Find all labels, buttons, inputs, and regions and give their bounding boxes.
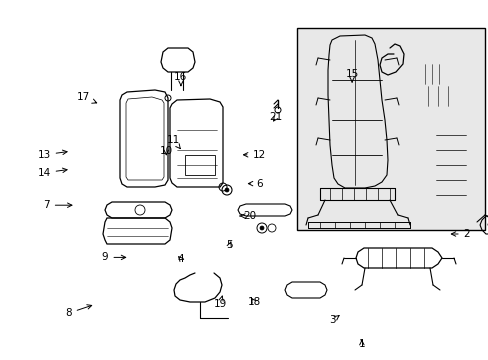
Text: 16: 16 [174,72,187,86]
Text: 5: 5 [226,240,233,250]
Text: 6: 6 [248,179,262,189]
Text: 3: 3 [328,315,338,325]
Text: 13: 13 [37,150,67,160]
Text: 20: 20 [240,211,255,221]
Text: 9: 9 [102,252,125,262]
Text: 10: 10 [160,146,172,156]
Text: 2: 2 [450,229,469,239]
Text: 18: 18 [247,297,261,307]
Text: 7: 7 [43,200,72,210]
Text: 15: 15 [345,69,358,82]
Text: 14: 14 [37,168,67,178]
Text: 19: 19 [213,296,226,309]
Text: 11: 11 [166,135,180,149]
FancyBboxPatch shape [296,28,484,230]
Text: 17: 17 [76,92,97,103]
Text: 1: 1 [358,339,365,349]
Text: 4: 4 [177,254,184,264]
Circle shape [260,226,264,230]
Text: 12: 12 [243,150,265,160]
Text: 8: 8 [65,305,92,318]
Text: 21: 21 [269,112,283,122]
Circle shape [224,188,228,192]
